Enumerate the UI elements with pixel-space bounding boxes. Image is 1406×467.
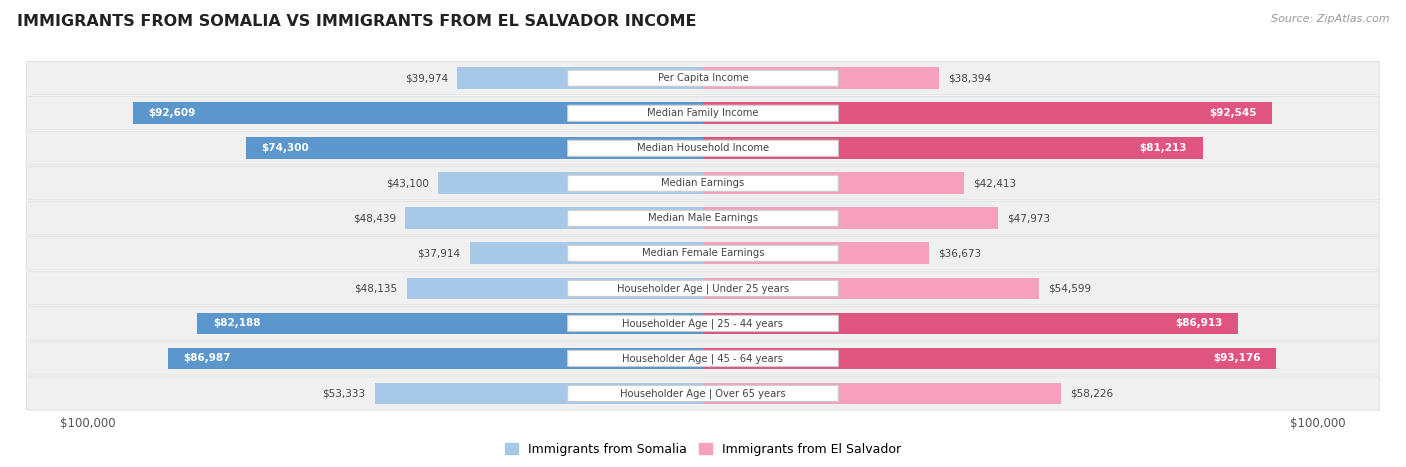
Bar <box>134 102 703 124</box>
Bar <box>197 312 703 334</box>
Bar <box>405 207 703 229</box>
FancyBboxPatch shape <box>568 350 838 367</box>
Bar <box>167 347 703 369</box>
Text: $92,545: $92,545 <box>1209 108 1257 118</box>
FancyBboxPatch shape <box>27 272 1379 305</box>
Text: $81,213: $81,213 <box>1140 143 1187 153</box>
Text: $48,439: $48,439 <box>353 213 396 223</box>
Text: $38,394: $38,394 <box>949 73 991 83</box>
Text: $93,176: $93,176 <box>1213 354 1261 363</box>
Text: $58,226: $58,226 <box>1070 389 1114 398</box>
Text: Householder Age | 45 - 64 years: Householder Age | 45 - 64 years <box>623 353 783 364</box>
Bar <box>703 102 1272 124</box>
Text: $36,673: $36,673 <box>938 248 981 258</box>
Bar <box>437 172 703 194</box>
Text: $53,333: $53,333 <box>322 389 366 398</box>
Text: $74,300: $74,300 <box>262 143 309 153</box>
Text: $86,913: $86,913 <box>1175 318 1222 328</box>
Bar <box>703 172 965 194</box>
Bar <box>703 242 928 264</box>
Text: $48,135: $48,135 <box>354 283 398 293</box>
FancyBboxPatch shape <box>568 70 838 86</box>
Bar <box>246 137 703 159</box>
FancyBboxPatch shape <box>568 315 838 332</box>
FancyBboxPatch shape <box>27 237 1379 270</box>
Text: $43,100: $43,100 <box>385 178 429 188</box>
Text: Householder Age | Over 65 years: Householder Age | Over 65 years <box>620 388 786 399</box>
Legend: Immigrants from Somalia, Immigrants from El Salvador: Immigrants from Somalia, Immigrants from… <box>501 438 905 461</box>
Text: Median Family Income: Median Family Income <box>647 108 759 118</box>
Text: $92,609: $92,609 <box>149 108 195 118</box>
FancyBboxPatch shape <box>27 377 1379 410</box>
Bar <box>703 347 1277 369</box>
Text: Householder Age | Under 25 years: Householder Age | Under 25 years <box>617 283 789 294</box>
Text: Median Earnings: Median Earnings <box>661 178 745 188</box>
Text: $42,413: $42,413 <box>973 178 1017 188</box>
FancyBboxPatch shape <box>568 210 838 226</box>
Bar <box>703 277 1039 299</box>
FancyBboxPatch shape <box>568 280 838 297</box>
Text: $47,973: $47,973 <box>1007 213 1050 223</box>
FancyBboxPatch shape <box>27 342 1379 375</box>
FancyBboxPatch shape <box>568 385 838 402</box>
Bar <box>703 207 998 229</box>
Text: $54,599: $54,599 <box>1047 283 1091 293</box>
FancyBboxPatch shape <box>27 97 1379 130</box>
Text: Per Capita Income: Per Capita Income <box>658 73 748 83</box>
Text: Median Female Earnings: Median Female Earnings <box>641 248 765 258</box>
Bar <box>703 312 1237 334</box>
Text: $82,188: $82,188 <box>212 318 260 328</box>
Text: Householder Age | 25 - 44 years: Householder Age | 25 - 44 years <box>623 318 783 329</box>
Bar <box>457 67 703 89</box>
FancyBboxPatch shape <box>27 307 1379 340</box>
Bar <box>703 67 939 89</box>
FancyBboxPatch shape <box>27 132 1379 165</box>
FancyBboxPatch shape <box>568 245 838 262</box>
FancyBboxPatch shape <box>27 167 1379 200</box>
Bar <box>406 277 703 299</box>
Text: Source: ZipAtlas.com: Source: ZipAtlas.com <box>1271 14 1389 24</box>
FancyBboxPatch shape <box>27 202 1379 235</box>
FancyBboxPatch shape <box>27 62 1379 95</box>
Text: $37,914: $37,914 <box>418 248 461 258</box>
Text: Median Household Income: Median Household Income <box>637 143 769 153</box>
FancyBboxPatch shape <box>568 140 838 156</box>
Text: Median Male Earnings: Median Male Earnings <box>648 213 758 223</box>
Text: $39,974: $39,974 <box>405 73 449 83</box>
Text: IMMIGRANTS FROM SOMALIA VS IMMIGRANTS FROM EL SALVADOR INCOME: IMMIGRANTS FROM SOMALIA VS IMMIGRANTS FR… <box>17 14 696 29</box>
Bar <box>375 382 703 404</box>
FancyBboxPatch shape <box>568 105 838 121</box>
Bar <box>470 242 703 264</box>
Bar <box>703 382 1062 404</box>
FancyBboxPatch shape <box>568 175 838 191</box>
Bar <box>703 137 1202 159</box>
Text: $86,987: $86,987 <box>183 354 231 363</box>
